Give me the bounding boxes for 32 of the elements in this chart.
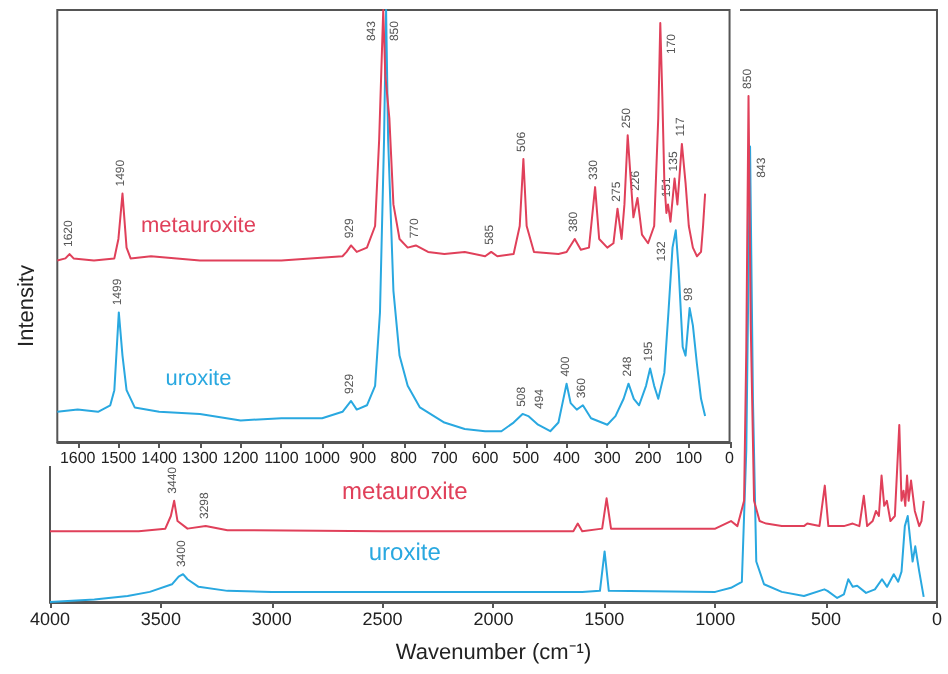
x-tick-label: 900: [349, 449, 378, 467]
series-label: metauroxite: [140, 213, 256, 238]
series-label: uroxite: [165, 367, 232, 392]
x-tick-label: 2000: [473, 609, 514, 629]
series-label: metauroxite: [342, 477, 469, 506]
x-tick-label: 600: [471, 449, 500, 467]
x-tick-label: 0: [725, 449, 736, 467]
x-tick-label: 500: [512, 449, 541, 467]
x-tick-label: 1100: [264, 449, 300, 467]
x-tick-label: 1500: [584, 609, 625, 629]
x-tick-label: 1600: [59, 449, 97, 467]
y-axis-title: Intensity: [15, 264, 39, 347]
x-tick-label: 700: [430, 449, 459, 467]
x-tick-label: 2500: [362, 609, 403, 629]
x-tick-label: 400: [553, 449, 582, 467]
x-tick-label: 1500: [100, 449, 138, 467]
x-tick-label: 0: [931, 609, 943, 629]
series-label: uroxite: [368, 538, 442, 567]
x-tick-label: 800: [390, 449, 419, 467]
x-tick-label: 4000: [29, 609, 71, 629]
x-tick-label: 1200: [222, 449, 260, 467]
x-tick-label: 300: [593, 449, 622, 467]
x-tick-label: 1000: [695, 609, 736, 629]
x-tick-label: 1400: [141, 449, 179, 467]
x-tick-label: 500: [811, 609, 842, 629]
x-tick-label: 1300: [182, 449, 219, 467]
x-tick-label: 3500: [140, 609, 181, 629]
x-tick-label: 100: [675, 449, 704, 467]
x-tick-label: 200: [634, 449, 663, 467]
x-tick-label: 3000: [251, 609, 292, 629]
x-tick-label: 1000: [304, 449, 342, 467]
x-axis-title: Wavenumber (cm⁻¹): [395, 641, 592, 665]
